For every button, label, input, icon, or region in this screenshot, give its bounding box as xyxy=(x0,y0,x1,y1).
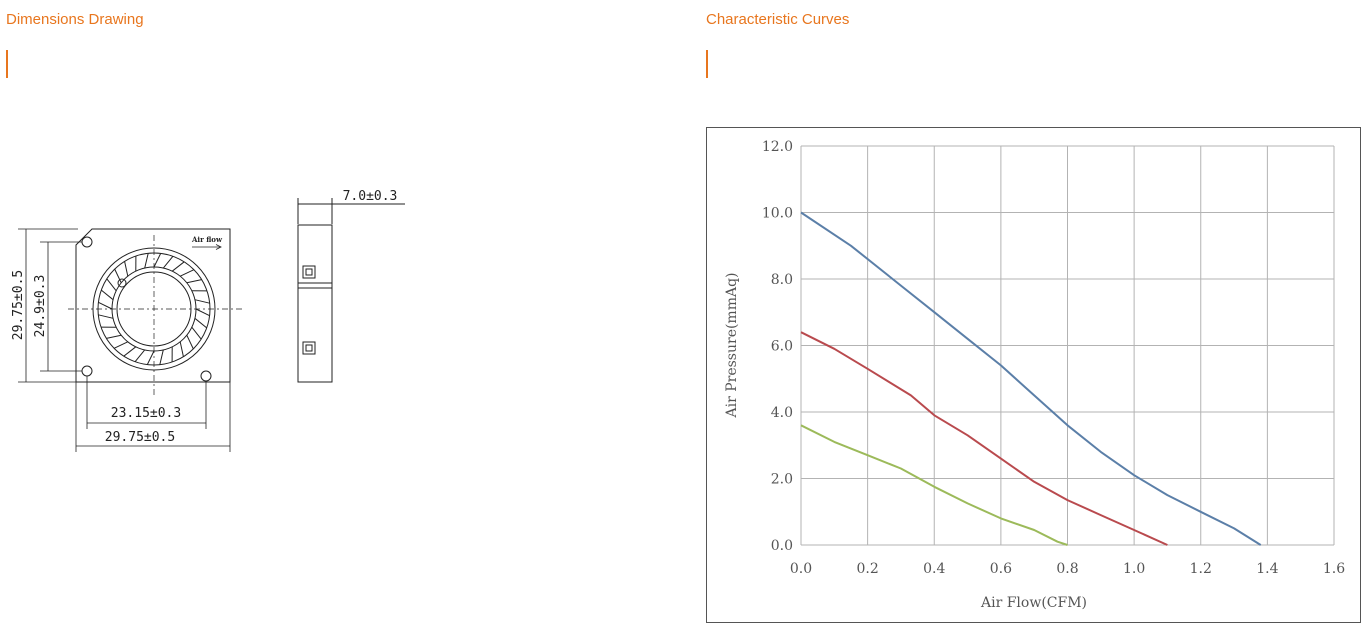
impeller-blade xyxy=(124,261,129,277)
impeller-blade xyxy=(134,349,146,363)
impeller-blade xyxy=(153,253,162,268)
impeller-blade xyxy=(159,349,164,365)
outer-height-label: 29.75±0.5 xyxy=(11,270,26,340)
x-tick-label: 0.4 xyxy=(923,561,945,577)
chart-frame xyxy=(706,127,1361,623)
x-axis-ticks: 0.0 0.2 0.4 0.6 0.8 1.0 1.2 1.4 1.6 xyxy=(790,561,1345,577)
right-accent-bar xyxy=(706,50,708,78)
left-accent-bar xyxy=(6,50,8,78)
y-tick-label: 10.0 xyxy=(762,206,793,222)
impeller-blade xyxy=(191,326,202,340)
curve-series-3 xyxy=(800,424,1068,546)
x-tick-label: 1.2 xyxy=(1190,561,1212,577)
impeller-blade xyxy=(194,299,210,304)
impeller-blade xyxy=(195,308,210,317)
x-axis-title: Air Flow(CFM) xyxy=(980,595,1087,611)
impeller-blades xyxy=(98,253,210,365)
x-tick-label: 0.0 xyxy=(790,561,812,577)
mount-hole-top-left xyxy=(81,236,93,248)
impeller-blade xyxy=(186,279,202,284)
hub-hole xyxy=(117,278,127,288)
x-tick-label: 0.6 xyxy=(990,561,1012,577)
impeller-blade xyxy=(144,253,149,269)
airflow-arrow-head xyxy=(215,244,222,250)
hole-height-label: 24.9±0.3 xyxy=(33,275,48,338)
x-tick-label: 0.2 xyxy=(856,561,878,577)
mount-hole-bottom-left xyxy=(81,365,93,377)
curve-series-2 xyxy=(800,331,1168,546)
hole-width-label: 23.15±0.3 xyxy=(111,406,181,421)
y-axis-ticks: 0.0 2.0 4.0 6.0 8.0 10.0 12.0 xyxy=(762,139,793,554)
impeller-blade xyxy=(146,350,155,365)
impeller-blade xyxy=(100,289,114,301)
impeller-blade xyxy=(123,346,137,357)
x-tick-label: 0.8 xyxy=(1056,561,1078,577)
outer-width-label: 29.75±0.5 xyxy=(105,430,175,445)
impeller-blade xyxy=(98,301,113,310)
y-tick-label: 0.0 xyxy=(771,538,793,554)
side-view-body xyxy=(297,224,333,383)
characteristic-curves-chart: 0.0 0.2 0.4 0.6 0.8 1.0 1.2 1.4 1.6 0.0 2.0 4.0 6.0… xyxy=(706,127,1361,623)
impeller-blade xyxy=(98,314,114,319)
impeller-blade xyxy=(106,278,117,292)
dimensions-drawing-title: Dimensions Drawing xyxy=(6,11,144,28)
impeller-blade xyxy=(162,255,174,269)
impeller-blade xyxy=(194,317,208,329)
impeller-blade xyxy=(179,269,195,277)
mount-hole-bottom-right xyxy=(200,370,212,382)
y-tick-label: 12.0 xyxy=(762,139,793,155)
dimensions-drawing: Air flow 29.75±0.5 24.9±0.3 23.15±0.3 29… xyxy=(11,189,405,452)
y-tick-label: 4.0 xyxy=(771,405,793,421)
x-tick-label: 1.0 xyxy=(1123,561,1145,577)
impeller-blade xyxy=(106,334,122,339)
curve-series-1 xyxy=(800,211,1262,546)
y-tick-label: 6.0 xyxy=(771,339,793,355)
chart-series xyxy=(800,211,1262,546)
impeller-blade xyxy=(113,341,129,349)
y-tick-label: 8.0 xyxy=(771,272,793,288)
y-tick-label: 2.0 xyxy=(771,472,793,488)
impeller-blade xyxy=(114,268,122,284)
impeller-blade xyxy=(171,261,185,272)
x-tick-label: 1.6 xyxy=(1323,561,1345,577)
fan-frame-outline xyxy=(75,228,231,383)
impeller-blade xyxy=(186,334,194,350)
y-axis-title: Air Pressure(mmAq) xyxy=(724,272,740,418)
characteristic-curves-title: Characteristic Curves xyxy=(706,11,850,28)
impeller-blade xyxy=(179,341,184,357)
thickness-label: 7.0±0.3 xyxy=(343,189,398,204)
x-tick-label: 1.4 xyxy=(1256,561,1278,577)
airflow-label: Air flow xyxy=(191,235,223,244)
